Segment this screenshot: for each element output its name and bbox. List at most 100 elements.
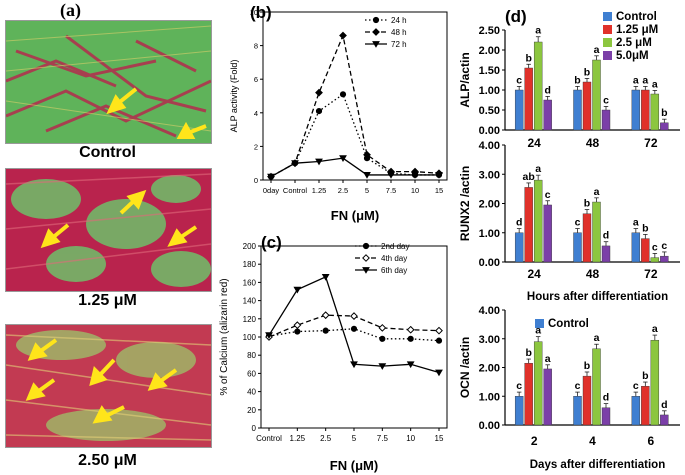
significance-letter: a <box>633 74 639 86</box>
significance-letter: b <box>584 66 590 78</box>
data-point <box>406 361 415 369</box>
category-label: 24 <box>527 136 541 150</box>
category-label: 24 <box>527 267 541 281</box>
data-point <box>435 337 443 344</box>
y-tick-label: 6 <box>254 75 258 84</box>
y-tick-label: 1.00 <box>479 228 500 240</box>
significance-letter: a <box>594 332 600 344</box>
data-point <box>406 325 415 334</box>
data-point <box>435 172 443 179</box>
bar <box>660 414 669 426</box>
bar <box>514 89 524 131</box>
x-tick-label: 5 <box>365 186 369 195</box>
bar <box>641 238 650 263</box>
bar <box>524 67 533 131</box>
legend-marker <box>372 41 380 48</box>
legend-swatch <box>603 51 612 60</box>
plot-frame <box>260 245 448 429</box>
significance-letter: b <box>584 360 590 372</box>
data-point <box>267 173 275 181</box>
significance-letter: c <box>575 217 581 229</box>
y-tick-label: 2.00 <box>479 363 500 375</box>
series-dash <box>267 31 443 181</box>
bar <box>543 204 552 263</box>
y-tick-label: 2 <box>254 142 258 151</box>
data-point <box>363 172 371 179</box>
series-solid <box>265 274 443 377</box>
y-axis-label: ALP/actin <box>458 52 472 107</box>
data-point <box>379 335 386 342</box>
y-tick-label: 3.00 <box>479 334 500 346</box>
significance-letter: b <box>525 52 531 64</box>
series-line <box>270 157 439 178</box>
bar <box>601 407 611 426</box>
significance-letter: b <box>642 222 648 234</box>
y-tick-label: 0.00 <box>479 420 500 432</box>
bar <box>650 339 660 426</box>
data-point <box>350 325 358 332</box>
category-label: 72 <box>644 267 658 281</box>
significance-letter: a <box>594 186 600 198</box>
y-tick-label: 4.00 <box>479 140 500 152</box>
y-tick-label: 40 <box>247 388 256 397</box>
caption-control: Control <box>79 144 136 161</box>
significance-letter: c <box>652 241 658 253</box>
x-tick-label: 10 <box>411 186 419 195</box>
legend-marker <box>372 16 380 24</box>
x-tick-label: 15 <box>435 186 443 195</box>
x-axis-label: Days after differentiation <box>530 459 665 471</box>
data-point <box>293 321 302 330</box>
bar <box>592 348 601 426</box>
chart-b-alp-activity: 0 2 4 6 8 10 0day Control 1.25 2.5 5 7.5 10 15 24 h 48 … <box>229 3 448 223</box>
x-tick-label: 10 <box>406 434 415 443</box>
significance-letter: c <box>603 94 609 106</box>
legend-marker <box>362 267 370 274</box>
category-label: 6 <box>647 434 654 448</box>
x-tick-label: 7.5 <box>377 434 389 443</box>
bar <box>601 245 611 263</box>
bar <box>514 396 524 426</box>
significance-letter: a <box>535 25 541 37</box>
bar <box>650 257 660 263</box>
bar <box>543 368 552 426</box>
significance-letter: a <box>545 353 551 365</box>
y-tick-label: 60 <box>247 369 256 378</box>
chart-c-calcium: 0 20 40 60 80 100 120 140 160 180 200 Control 1.25 2.… <box>219 233 448 473</box>
caption-250: 2.50 μM <box>78 452 137 469</box>
series-line <box>270 33 440 178</box>
x-tick-label: 1.25 <box>312 186 327 195</box>
x-tick-label: 1.25 <box>290 434 306 443</box>
legend-marker <box>372 28 380 36</box>
data-point <box>435 326 443 335</box>
y-tick-label: 2.50 <box>479 25 500 37</box>
legend-label: 2nd day <box>381 242 409 251</box>
significance-letter: c <box>516 74 522 86</box>
data-point <box>350 361 358 369</box>
legend-label: 4th day <box>381 254 407 263</box>
significance-letter: d <box>603 392 609 404</box>
y-tick-label: 0.00 <box>479 125 500 137</box>
y-tick-label: 1.50 <box>479 65 500 77</box>
bar <box>573 89 582 131</box>
bar <box>582 375 592 426</box>
bar <box>533 341 543 426</box>
bar <box>592 201 601 263</box>
legend-label: 5.0μM <box>616 50 649 62</box>
significance-letter: d <box>516 217 522 229</box>
significance-letter: a <box>594 44 600 56</box>
y-tick-label: 120 <box>243 315 257 324</box>
y-tick-label: 1.00 <box>479 391 500 403</box>
legend-swatch <box>603 25 612 34</box>
data-point <box>387 172 395 179</box>
significance-letter: a <box>652 78 658 90</box>
bar <box>631 232 641 263</box>
panel-a-label: (a) <box>60 0 81 20</box>
significance-letter: d <box>544 84 550 96</box>
significance-letter: d <box>603 230 609 242</box>
category-label: 4 <box>589 434 596 448</box>
data-point <box>378 363 387 370</box>
legend-label: 2.5 μM <box>616 37 652 49</box>
data-point <box>411 172 419 179</box>
data-point <box>293 286 302 294</box>
series-line <box>270 93 439 178</box>
